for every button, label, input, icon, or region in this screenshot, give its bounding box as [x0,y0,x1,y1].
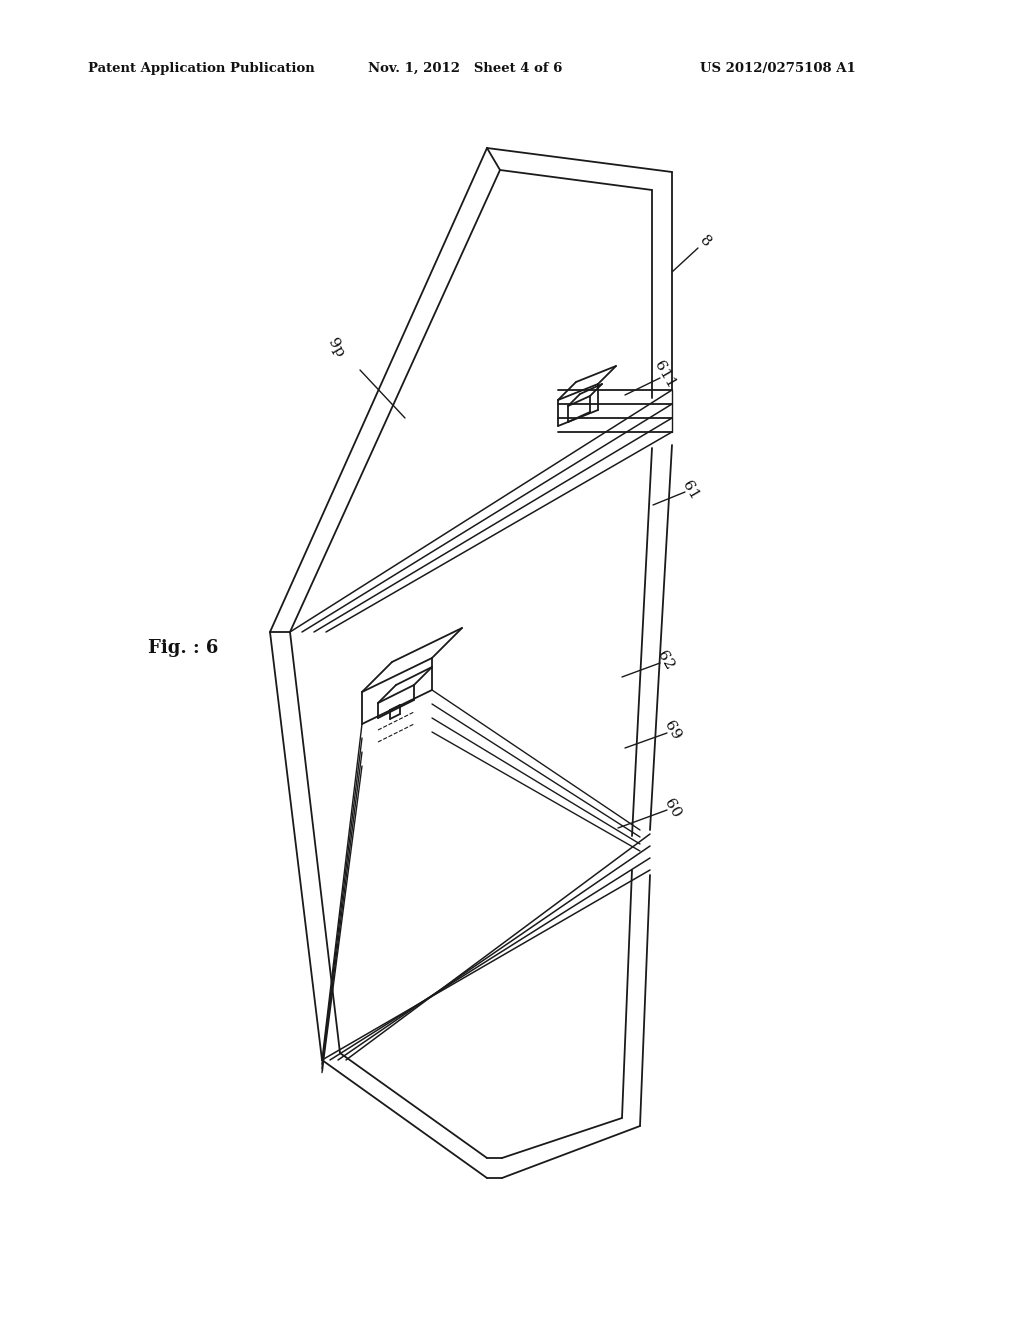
Text: 611: 611 [651,359,678,391]
Text: 9p: 9p [325,337,347,360]
Text: 8: 8 [696,234,714,251]
Text: Patent Application Publication: Patent Application Publication [88,62,314,75]
Text: 60: 60 [662,796,683,820]
Text: Fig. : 6: Fig. : 6 [148,639,218,657]
Text: Nov. 1, 2012   Sheet 4 of 6: Nov. 1, 2012 Sheet 4 of 6 [368,62,562,75]
Text: 69: 69 [662,718,683,742]
Text: US 2012/0275108 A1: US 2012/0275108 A1 [700,62,856,75]
Text: 61: 61 [679,478,701,502]
Text: 62: 62 [654,648,676,672]
